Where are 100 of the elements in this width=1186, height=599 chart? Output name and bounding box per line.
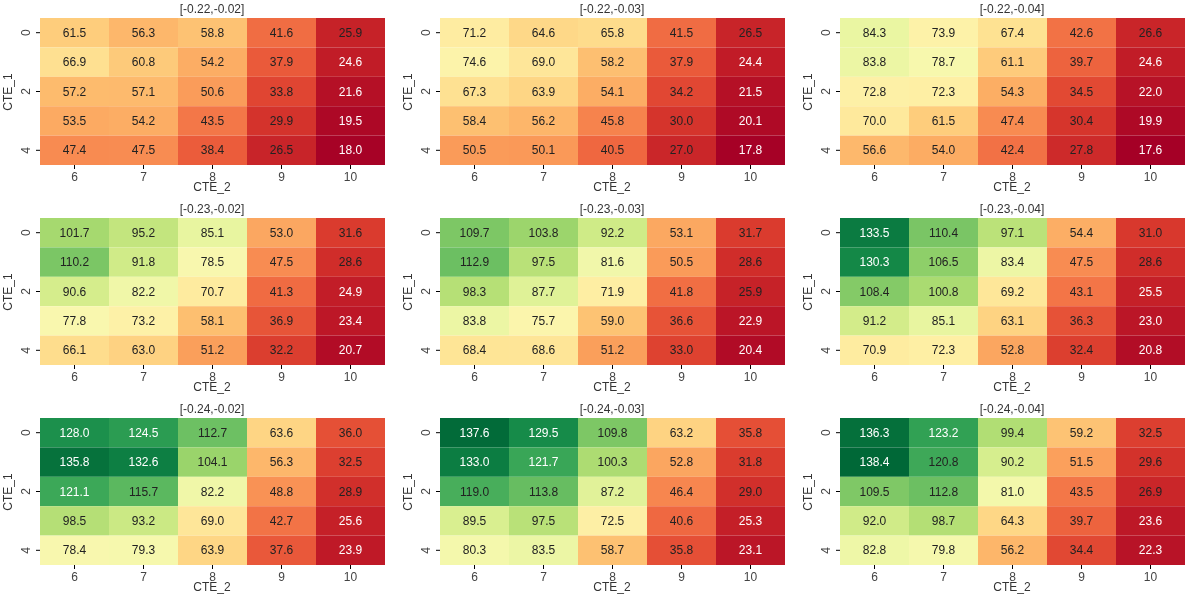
chart-title: [-0.23,-0.02] <box>179 202 245 216</box>
data-label: 100.3 <box>597 455 628 470</box>
x-tick-label: 9 <box>278 569 286 584</box>
data-label: 41.3 <box>269 284 294 299</box>
data-label: 54.4 <box>1069 225 1094 240</box>
data-label: 41.8 <box>669 284 694 299</box>
data-label: 31.0 <box>1138 225 1163 240</box>
x-tick-label: 10 <box>343 369 358 384</box>
data-label: 83.8 <box>862 55 887 70</box>
data-label: 112.7 <box>197 425 228 440</box>
data-label: 25.9 <box>338 25 363 40</box>
data-label: 98.3 <box>462 284 487 299</box>
data-label: 58.4 <box>462 113 487 128</box>
data-label: 98.7 <box>931 513 956 528</box>
data-label: 42.7 <box>269 513 294 528</box>
data-label: 60.8 <box>131 55 156 70</box>
data-label: 37.9 <box>269 55 294 70</box>
data-label: 50.6 <box>200 84 225 99</box>
data-label: 100.8 <box>928 284 959 299</box>
data-label: 65.8 <box>600 25 625 40</box>
data-label: 56.2 <box>1000 543 1025 558</box>
data-label: 40.5 <box>600 143 625 158</box>
data-label: 80.3 <box>462 543 487 558</box>
x-tick-label: 9 <box>1078 169 1086 184</box>
data-label: 71.2 <box>462 25 487 40</box>
data-label: 69.0 <box>531 55 556 70</box>
data-label: 56.3 <box>269 455 294 470</box>
data-label: 24.6 <box>1138 55 1163 70</box>
data-label: 69.2 <box>1000 284 1025 299</box>
y-tick-label: 4 <box>419 346 434 354</box>
data-label: 29.0 <box>738 484 763 499</box>
data-label: 72.3 <box>931 343 956 358</box>
data-label: 47.5 <box>269 255 294 270</box>
data-label: 85.1 <box>200 225 225 240</box>
data-label: 45.8 <box>600 113 625 128</box>
x-tick-label: 10 <box>1143 369 1158 384</box>
data-label: 68.4 <box>462 343 487 358</box>
x-tick-label: 6 <box>471 369 479 384</box>
data-label: 54.0 <box>931 143 956 158</box>
data-label: 50.5 <box>669 255 694 270</box>
y-tick-label: 2 <box>419 287 434 295</box>
data-label: 120.8 <box>928 455 959 470</box>
x-tick-label: 9 <box>1078 369 1086 384</box>
data-label: 110.4 <box>928 225 959 240</box>
data-label: 58.1 <box>200 313 225 328</box>
data-label: 53.0 <box>269 225 294 240</box>
data-label: 18.0 <box>338 143 363 158</box>
data-label: 19.9 <box>1138 113 1163 128</box>
x-tick-label: 6 <box>471 169 479 184</box>
x-tick-label: 10 <box>1143 169 1158 184</box>
chart-title: [-0.22,-0.04] <box>979 2 1045 16</box>
x-tick-label: 9 <box>678 569 686 584</box>
data-label: 130.3 <box>859 255 890 270</box>
x-tick-label: 7 <box>540 169 548 184</box>
data-label: 53.1 <box>669 225 694 240</box>
x-tick-label: 10 <box>343 569 358 584</box>
data-label: 32.2 <box>269 343 294 358</box>
x-axis-title: CTE_2 <box>593 580 631 594</box>
data-label: 136.3 <box>859 425 890 440</box>
data-label: 22.0 <box>1138 84 1163 99</box>
data-label: 81.6 <box>600 255 625 270</box>
data-label: 104.1 <box>197 455 228 470</box>
data-label: 20.4 <box>738 343 763 358</box>
data-label: 70.7 <box>200 284 225 299</box>
y-tick-label: 0 <box>19 429 34 437</box>
data-label: 101.7 <box>59 225 90 240</box>
data-label: 54.2 <box>200 55 225 70</box>
data-label: 51.2 <box>600 343 625 358</box>
data-label: 79.8 <box>931 543 956 558</box>
data-label: 93.2 <box>131 513 156 528</box>
data-label: 66.1 <box>62 343 87 358</box>
data-label: 90.2 <box>1000 455 1025 470</box>
data-label: 72.8 <box>862 84 887 99</box>
x-tick-label: 9 <box>678 169 686 184</box>
y-tick-label: 0 <box>19 229 34 237</box>
data-label: 27.8 <box>1069 143 1094 158</box>
data-label: 41.6 <box>269 25 294 40</box>
data-label: 25.3 <box>738 513 763 528</box>
x-axis-title: CTE_2 <box>193 380 231 394</box>
y-axis-title: CTE_1 <box>1 73 15 111</box>
y-tick-label: 2 <box>19 287 34 295</box>
data-label: 17.8 <box>738 143 763 158</box>
data-label: 112.8 <box>928 484 959 499</box>
x-tick-label: 6 <box>871 569 879 584</box>
data-label: 109.5 <box>859 484 890 499</box>
data-label: 97.1 <box>1000 225 1025 240</box>
data-label: 31.8 <box>738 455 763 470</box>
x-tick-label: 10 <box>743 369 758 384</box>
x-tick-label: 7 <box>540 369 548 384</box>
x-axis-title: CTE_2 <box>593 180 631 194</box>
data-label: 61.1 <box>1000 55 1025 70</box>
data-label: 43.5 <box>1069 484 1094 499</box>
data-label: 97.5 <box>531 255 556 270</box>
data-label: 81.0 <box>1000 484 1025 499</box>
chart-title: [-0.22,-0.03] <box>579 2 645 16</box>
data-label: 31.6 <box>338 225 363 240</box>
x-axis-title: CTE_2 <box>593 380 631 394</box>
y-axis-title: CTE_1 <box>401 73 415 111</box>
data-label: 63.6 <box>269 425 294 440</box>
y-tick-label: 2 <box>19 487 34 495</box>
